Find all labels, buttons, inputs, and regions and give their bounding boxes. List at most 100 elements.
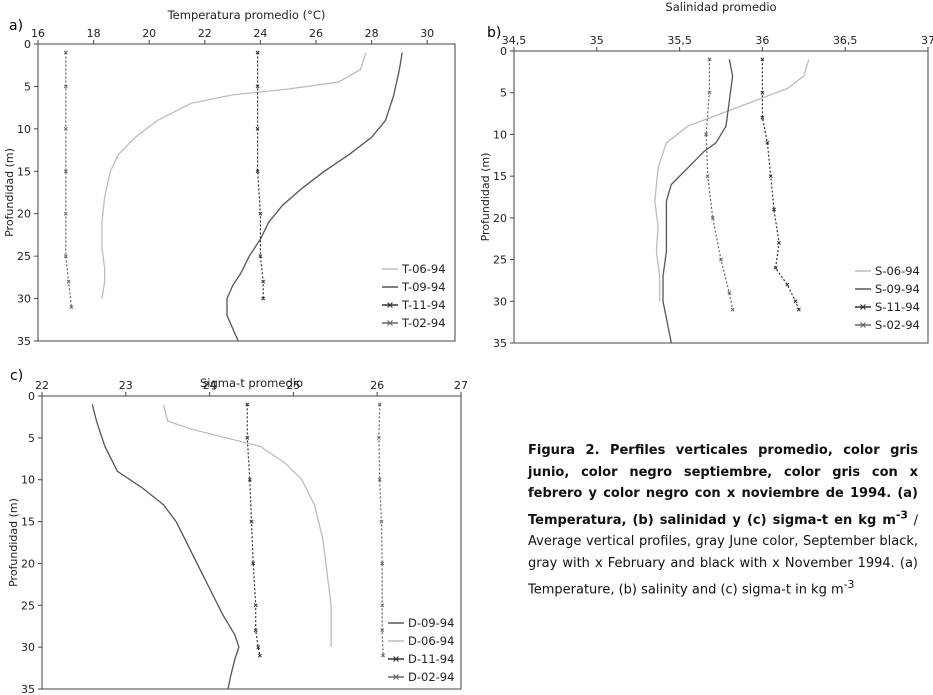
data-point-S-11-94 [793,299,798,304]
x-tick-label: 28 [365,27,379,40]
x-tick-label: 25 [286,379,300,392]
chart-title-b: Salinidad promedio [665,0,776,14]
x-tick-label: 37 [921,34,933,47]
data-point-D-02-94 [379,519,384,524]
y-tick-label: 0 [24,38,31,51]
x-tick-label: 22 [198,27,212,40]
data-point-D-11-94 [247,477,252,482]
data-point-S-11-94 [760,115,765,120]
data-point-S-02-94 [707,57,712,62]
caption-english: / Average vertical profiles, gray June c… [528,512,918,598]
legend-label-S-09-94: S-09-94 [875,282,920,296]
x-tick-label: 27 [454,379,468,392]
data-point-T-11-94 [258,211,263,216]
panel-label-a: a) [9,18,23,34]
data-point-S-11-94 [760,57,765,62]
x-tick-label: 35 [590,34,604,47]
plot-frame-a [37,43,456,342]
caption-spanish-superscript: -3 [895,508,908,522]
y-tick-label: 20 [493,212,507,225]
data-point-S-11-94 [773,265,778,270]
panel-label-c: c) [10,368,23,384]
legend-marker-D-02-94 [393,674,399,680]
data-point-S-02-94 [727,290,732,295]
data-point-T-11-94 [261,296,266,301]
y-tick-label: 20 [21,557,35,570]
legend-label-S-06-94: S-06-94 [875,264,920,278]
data-point-T-02-94 [63,169,68,174]
x-tick-label: 35,5 [667,34,692,47]
legend-marker-S-02-94 [860,322,866,328]
series-line-T-09-94 [226,52,403,342]
y-tick-label: 5 [28,432,35,445]
panel-c-sigma-t: c) Sigma-t promedio 22 23 24 25 26 27 0 5 10 15 20 25… [7,368,468,695]
legend-marker-T-11-94 [387,302,393,308]
data-point-S-02-94 [705,174,710,179]
y-tick-label: 0 [28,390,35,403]
y-tick-label: 35 [17,335,31,348]
data-point-S-11-94 [777,240,781,245]
series-line-S-02-94 [705,59,734,310]
data-point-D-02-94 [380,561,385,566]
data-point-D-02-94 [377,477,382,482]
data-point-S-11-94 [765,140,770,145]
data-point-T-02-94 [63,50,68,55]
legend-label-S-02-94: S-02-94 [875,318,920,332]
series-line-T-11-94 [257,52,264,299]
x-tick-label: 36 [755,34,769,47]
y-tick-label: 30 [493,295,507,308]
y-tick-label: 30 [21,641,35,654]
caption-english-superscript: -3 [843,578,855,592]
data-point-T-02-94 [63,84,68,89]
series-line-S-11-94 [761,59,800,310]
legend-label-T-06-94: T-06-94 [401,262,446,276]
data-point-T-11-94 [258,254,263,259]
y-tick-label: 5 [500,87,507,100]
series-line-S-06-94 [654,59,810,302]
data-point-D-11-94 [253,628,258,633]
panel-a-temperature: a) Temperatura promedio (°C) 16 18 20 22 24 26 2… [3,8,456,348]
y-tick-label: 35 [21,683,35,695]
y-tick-label: 25 [493,254,507,267]
panel-label-b: b) [487,25,501,41]
data-point-D-02-94 [380,628,385,633]
data-point-D-11-94 [249,519,254,524]
x-tick-label: 26 [309,27,323,40]
data-point-S-02-94 [719,257,723,262]
y-tick-label: 5 [24,80,31,93]
x-tick-label: 20 [142,27,156,40]
data-point-S-11-94 [772,207,776,212]
data-point-T-02-94 [66,279,71,284]
data-point-T-02-94 [63,254,68,259]
data-point-S-11-94 [768,174,773,179]
series-line-D-06-94 [162,404,332,648]
y-tick-label: 10 [21,474,35,487]
legend-label-D-06-94: D-06-94 [408,634,454,648]
y-tick-label: 25 [21,599,35,612]
legend-marker-T-02-94 [387,320,393,326]
legend-label-T-02-94: T-02-94 [401,316,446,330]
y-tick-label: 0 [500,45,507,58]
legend-label-S-11-94: S-11-94 [875,300,920,314]
y-axis-label-b: Profundidad (m) [479,153,492,242]
y-axis-label-a: Profundidad (m) [3,148,16,237]
y-axis-label-c: Profundidad (m) [7,498,20,587]
y-tick-label: 35 [493,337,507,350]
y-tick-label: 15 [493,170,507,183]
data-point-T-11-94 [255,50,260,55]
data-point-S-11-94 [785,282,790,287]
data-point-S-02-94 [710,215,715,220]
data-point-T-11-94 [255,169,260,174]
data-point-T-02-94 [69,305,74,310]
y-tick-label: 15 [17,165,31,178]
y-tick-label: 20 [17,208,31,221]
series-line-D-02-94 [378,404,384,656]
plot-frame-b [513,50,929,344]
x-tick-label: 16 [31,27,45,40]
chart-title-c: Sigma-t promedio [200,376,303,390]
x-tick-label: 24 [203,379,217,392]
data-point-D-02-94 [377,402,382,407]
y-tick-label: 30 [17,293,31,306]
data-point-D-11-94 [251,561,256,566]
series-line-D-09-94 [91,404,240,690]
